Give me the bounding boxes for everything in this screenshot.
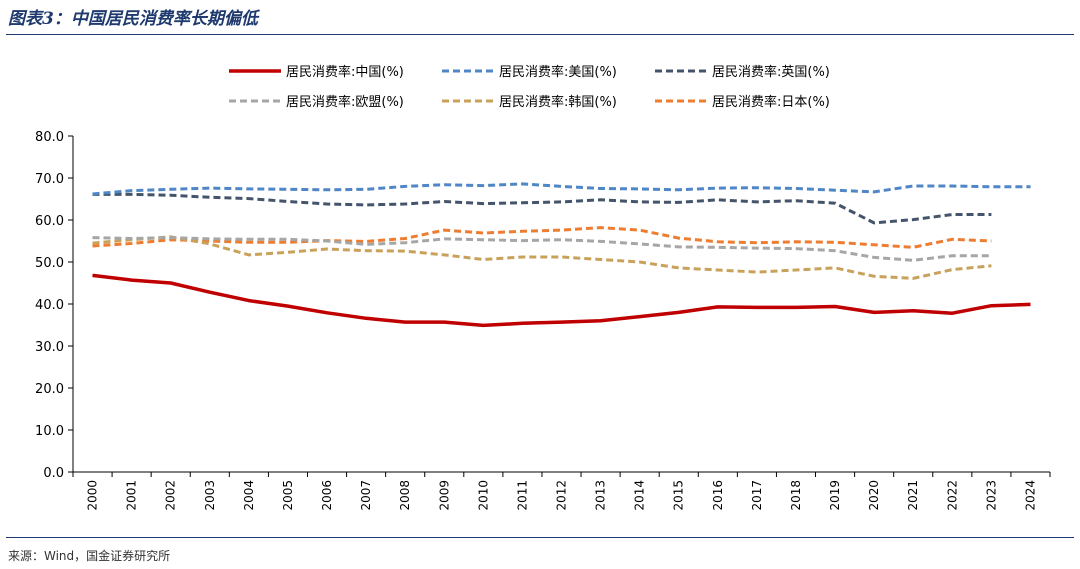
x-tick-label: 2007	[359, 480, 373, 511]
x-tick-label: 2005	[281, 480, 295, 511]
x-tick-label: 2024	[1023, 480, 1037, 511]
y-tick-label: 30.0	[35, 340, 64, 355]
series-line-4	[92, 235, 992, 280]
source-note: 来源：Wind，国金证券研究所	[8, 549, 171, 563]
x-tick-label: 2003	[203, 480, 217, 511]
x-tick-label: 2004	[242, 480, 256, 511]
figure-title: 图表3：中国居民消费率长期偏低	[8, 9, 258, 29]
series-line-3	[92, 236, 992, 262]
x-tick-label: 2000	[86, 480, 100, 511]
series-lines	[92, 182, 1031, 328]
y-tick-label: 20.0	[35, 382, 64, 397]
legend-label: 居民消费率:日本(%)	[712, 94, 830, 110]
y-tick-label: 50.0	[35, 256, 64, 271]
x-tick-label: 2012	[555, 480, 569, 511]
y-tick-label: 10.0	[35, 424, 64, 439]
x-axis: 2000 2001 2002 2003 2004 2005 2006 2007 2008 2009…	[72, 471, 1051, 511]
series-line-5	[92, 226, 992, 249]
y-tick-label: 80.0	[35, 130, 64, 145]
x-tick-label: 2021	[906, 480, 920, 511]
y-tick-label: 60.0	[35, 214, 64, 229]
series-line-2	[92, 192, 992, 225]
series-line-0	[92, 273, 1031, 328]
x-tick-label: 2018	[789, 480, 803, 511]
x-tick-label: 2002	[164, 480, 178, 511]
y-tick-label: 70.0	[35, 172, 64, 187]
x-tick-label: 2001	[125, 480, 139, 511]
y-tick-label: 40.0	[35, 298, 64, 313]
x-tick-label: 2020	[867, 480, 881, 511]
x-tick-label: 2015	[672, 480, 686, 511]
x-tick-label: 2014	[633, 480, 647, 511]
x-tick-label: 2008	[398, 480, 412, 511]
x-tick-label: 2010	[476, 480, 490, 511]
x-tick-label: 2022	[945, 480, 959, 511]
x-tick-label: 2016	[711, 480, 725, 511]
legend-label: 居民消费率:英国(%)	[712, 64, 830, 80]
x-tick-label: 2009	[437, 480, 451, 511]
legend: 居民消费率:中国(%) 居民消费率:美国(%) 居民消费率:英国(%) 居民消费率:欧…	[229, 64, 830, 110]
x-tick-label: 2006	[320, 480, 334, 511]
series-line-1	[92, 182, 1031, 196]
x-tick-label: 2019	[828, 480, 842, 511]
legend-label: 居民消费率:美国(%)	[499, 64, 617, 80]
footer-rule	[6, 537, 1074, 538]
title-rule	[6, 34, 1074, 35]
legend-label: 居民消费率:中国(%)	[286, 64, 404, 80]
y-tick-label: 0.0	[43, 466, 64, 481]
legend-label: 居民消费率:欧盟(%)	[286, 94, 404, 110]
legend-label: 居民消费率:韩国(%)	[499, 94, 617, 110]
x-tick-label: 2023	[984, 480, 998, 511]
x-tick-label: 2013	[594, 480, 608, 511]
x-tick-label: 2017	[750, 480, 764, 511]
y-axis: 0.0 10.0 20.0 30.0 40.0 50.0 60.0 70.0 80.0	[35, 130, 74, 481]
x-tick-label: 2011	[515, 480, 529, 511]
